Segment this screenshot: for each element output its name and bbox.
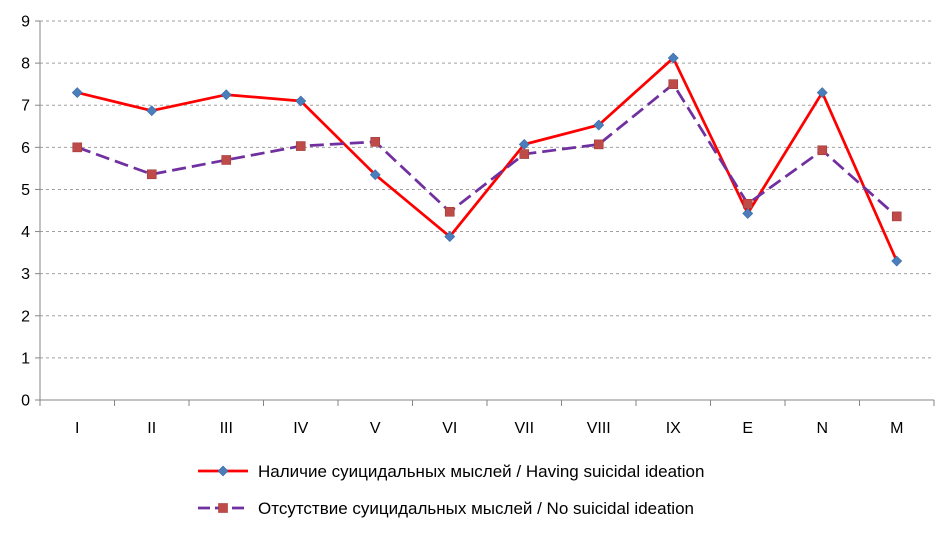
series-2-point-VII — [519, 149, 530, 159]
series-2-point-III — [221, 155, 232, 165]
series-2-point-M — [891, 211, 902, 222]
y-tick-label: 3 — [21, 266, 30, 283]
series-2-point-E — [742, 198, 753, 209]
series-1-point-N — [816, 87, 828, 99]
legend-label-1: Наличие суицидальных мыслей / Having sui… — [258, 462, 704, 481]
y-tick-label: 1 — [21, 350, 30, 367]
x-tick-label: IV — [293, 420, 308, 437]
x-tick-label: III — [220, 420, 233, 437]
y-tick-label: 8 — [21, 56, 30, 73]
x-tick-label: M — [890, 420, 903, 437]
y-tick-label: 2 — [21, 308, 30, 325]
legend: Наличие суицидальных мыслей / Having sui… — [198, 462, 704, 518]
x-tick-label: II — [147, 420, 156, 437]
series-2-point-I — [72, 142, 83, 153]
series-1-point-E — [742, 208, 754, 219]
series-1-point-VIII — [593, 119, 605, 131]
series-1-point-IX — [667, 52, 679, 64]
legend-label-2: Отсутствие суицидальных мыслей / No suic… — [258, 499, 694, 518]
series-lines — [76, 56, 899, 262]
gridlines — [40, 20, 934, 359]
y-tick-label: 7 — [21, 98, 30, 115]
series-1-point-V — [369, 169, 381, 181]
series-1-point-IV — [295, 95, 307, 107]
series-2-point-II — [146, 169, 157, 180]
x-tick-label: IX — [666, 420, 681, 437]
series-2-point-V — [370, 137, 381, 147]
y-tick-label: 0 — [21, 393, 30, 410]
x-tick-label: N — [816, 420, 828, 437]
series-1-point-VI — [444, 231, 456, 243]
legend-marker-1 — [217, 465, 229, 477]
series-1-point-I — [71, 87, 83, 99]
series-2-point-VI — [444, 206, 455, 217]
x-tick-label: I — [75, 420, 79, 437]
x-tick-label: V — [370, 420, 381, 437]
series-1-point-II — [146, 105, 158, 117]
x-tick-label: VI — [442, 420, 457, 437]
x-tick-label: VIII — [587, 420, 611, 437]
y-tick-label: 9 — [21, 14, 30, 31]
series-2-point-IX — [668, 79, 679, 89]
x-tick-label: VII — [514, 420, 534, 437]
y-tick-label: 4 — [21, 224, 30, 241]
legend-marker-2 — [218, 503, 228, 513]
series-2-point-IV — [295, 141, 306, 151]
series-line-2 — [76, 82, 898, 218]
series-2-point-VIII — [593, 139, 604, 150]
series-line-1 — [76, 56, 899, 262]
x-tick-label: E — [742, 420, 753, 437]
y-tick-label: 6 — [21, 140, 30, 157]
series-markers — [71, 52, 903, 267]
series-1-point-III — [220, 89, 232, 101]
series-2-point-N — [817, 145, 828, 156]
series-1-point-M — [891, 255, 903, 267]
y-tick-label: 5 — [21, 182, 30, 199]
